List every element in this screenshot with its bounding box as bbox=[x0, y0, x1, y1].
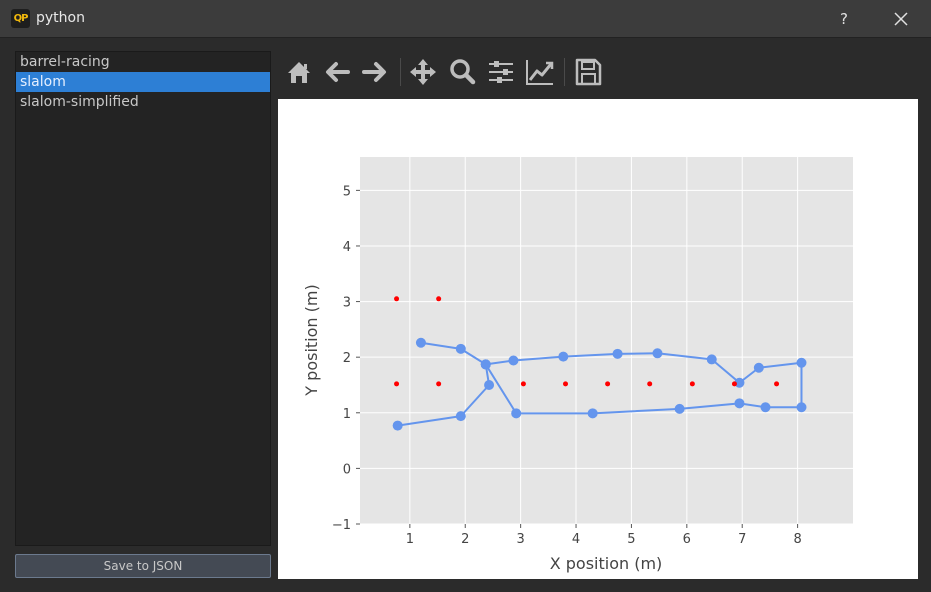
save-figure-button[interactable] bbox=[572, 56, 604, 88]
x-tick-label: 4 bbox=[572, 532, 580, 547]
cone-marker bbox=[394, 381, 400, 387]
cone-marker bbox=[520, 381, 526, 387]
plot-canvas[interactable]: 1 2 3 4 5 6 7 8 −1 0 1 2 3 4 5 X position (m) Y positi… bbox=[278, 99, 918, 579]
zoom-icon bbox=[450, 59, 476, 85]
configure-subplots-button[interactable] bbox=[485, 56, 517, 88]
plot-toolbar bbox=[280, 52, 920, 92]
path-waypoint bbox=[796, 402, 807, 413]
path-waypoint bbox=[674, 403, 685, 414]
title-bar: QP python ? bbox=[0, 0, 931, 38]
edit-axis-icon bbox=[526, 60, 554, 85]
cone-marker bbox=[774, 381, 780, 387]
list-item-barrel-racing[interactable]: barrel-racing bbox=[20, 54, 110, 70]
app-logo-icon: QP bbox=[11, 9, 30, 28]
y-tick-label: 4 bbox=[343, 240, 351, 255]
y-axis-label: Y position (m) bbox=[302, 284, 321, 396]
pan-icon bbox=[410, 59, 436, 85]
window-title: python bbox=[36, 10, 85, 26]
path-waypoint bbox=[753, 362, 764, 373]
path-waypoint bbox=[587, 408, 598, 419]
path-waypoint bbox=[734, 398, 745, 409]
x-tick-label: 7 bbox=[738, 532, 746, 547]
path-waypoint bbox=[484, 379, 495, 390]
save-icon bbox=[575, 58, 602, 86]
forward-arrow-icon bbox=[362, 62, 386, 82]
list-item-slalom-simplified[interactable]: slalom-simplified bbox=[20, 94, 139, 110]
cone-marker bbox=[394, 296, 400, 302]
path-line bbox=[484, 352, 803, 415]
path-waypoint bbox=[511, 408, 522, 419]
path-waypoint bbox=[415, 337, 426, 348]
path-waypoint bbox=[508, 355, 519, 366]
path-waypoint bbox=[612, 348, 623, 359]
cone-marker bbox=[436, 296, 442, 302]
x-axis-label: X position (m) bbox=[550, 554, 663, 573]
pan-button[interactable] bbox=[407, 56, 439, 88]
gridlines bbox=[360, 157, 853, 525]
y-tick-label: 1 bbox=[343, 407, 351, 422]
x-tick-label: 2 bbox=[461, 532, 469, 547]
cone-marker bbox=[605, 381, 611, 387]
close-button[interactable] bbox=[887, 6, 915, 32]
y-tick-label: −1 bbox=[332, 518, 351, 533]
path-waypoint bbox=[392, 420, 403, 431]
x-tick-label: 5 bbox=[627, 532, 635, 547]
cone-marker bbox=[563, 381, 569, 387]
x-tick-label: 6 bbox=[683, 532, 691, 547]
x-tick-label: 8 bbox=[793, 532, 801, 547]
x-tick-label: 1 bbox=[406, 532, 414, 547]
cone-marker bbox=[731, 381, 737, 387]
path-line bbox=[397, 341, 491, 427]
path-waypoint bbox=[706, 354, 717, 365]
back-arrow-icon bbox=[326, 62, 350, 82]
path-waypoint bbox=[455, 343, 466, 354]
path-waypoint bbox=[480, 359, 491, 370]
plot-area bbox=[360, 157, 853, 524]
cone-marker bbox=[689, 381, 695, 387]
edit-axis-button[interactable] bbox=[524, 56, 556, 88]
path-waypoint bbox=[558, 351, 569, 362]
path-waypoint bbox=[796, 357, 807, 368]
x-tick-label: 3 bbox=[516, 532, 524, 547]
forward-button[interactable] bbox=[359, 56, 391, 88]
data-series bbox=[392, 296, 807, 431]
path-waypoint bbox=[652, 348, 663, 359]
list-item-slalom[interactable]: slalom bbox=[16, 72, 270, 92]
y-tick-label: 2 bbox=[343, 351, 351, 366]
home-icon bbox=[288, 62, 310, 83]
close-icon bbox=[894, 12, 908, 26]
zoom-button[interactable] bbox=[446, 56, 478, 88]
home-button[interactable] bbox=[283, 56, 315, 88]
path-waypoint bbox=[455, 411, 466, 422]
trajectory-chart: 1 2 3 4 5 6 7 8 −1 0 1 2 3 4 5 X position (m) Y positi… bbox=[302, 157, 853, 573]
path-list[interactable]: barrel-racing slalom slalom-simplified bbox=[15, 51, 271, 546]
path-waypoint bbox=[734, 377, 745, 388]
help-button[interactable]: ? bbox=[840, 10, 848, 28]
toolbar-separator bbox=[564, 58, 565, 86]
cone-marker bbox=[436, 381, 442, 387]
y-tick-label: 5 bbox=[343, 184, 351, 199]
y-tick-label: 3 bbox=[343, 296, 351, 311]
save-to-json-button[interactable]: Save to JSON bbox=[15, 554, 271, 578]
toolbar-separator bbox=[400, 58, 401, 86]
back-button[interactable] bbox=[321, 56, 353, 88]
cone-marker bbox=[647, 381, 653, 387]
configure-subplots-icon bbox=[489, 61, 513, 83]
y-tick-label: 0 bbox=[343, 462, 351, 477]
path-waypoint bbox=[760, 402, 771, 413]
axis-ticks: 1 2 3 4 5 6 7 8 −1 0 1 2 3 4 5 bbox=[332, 184, 802, 547]
